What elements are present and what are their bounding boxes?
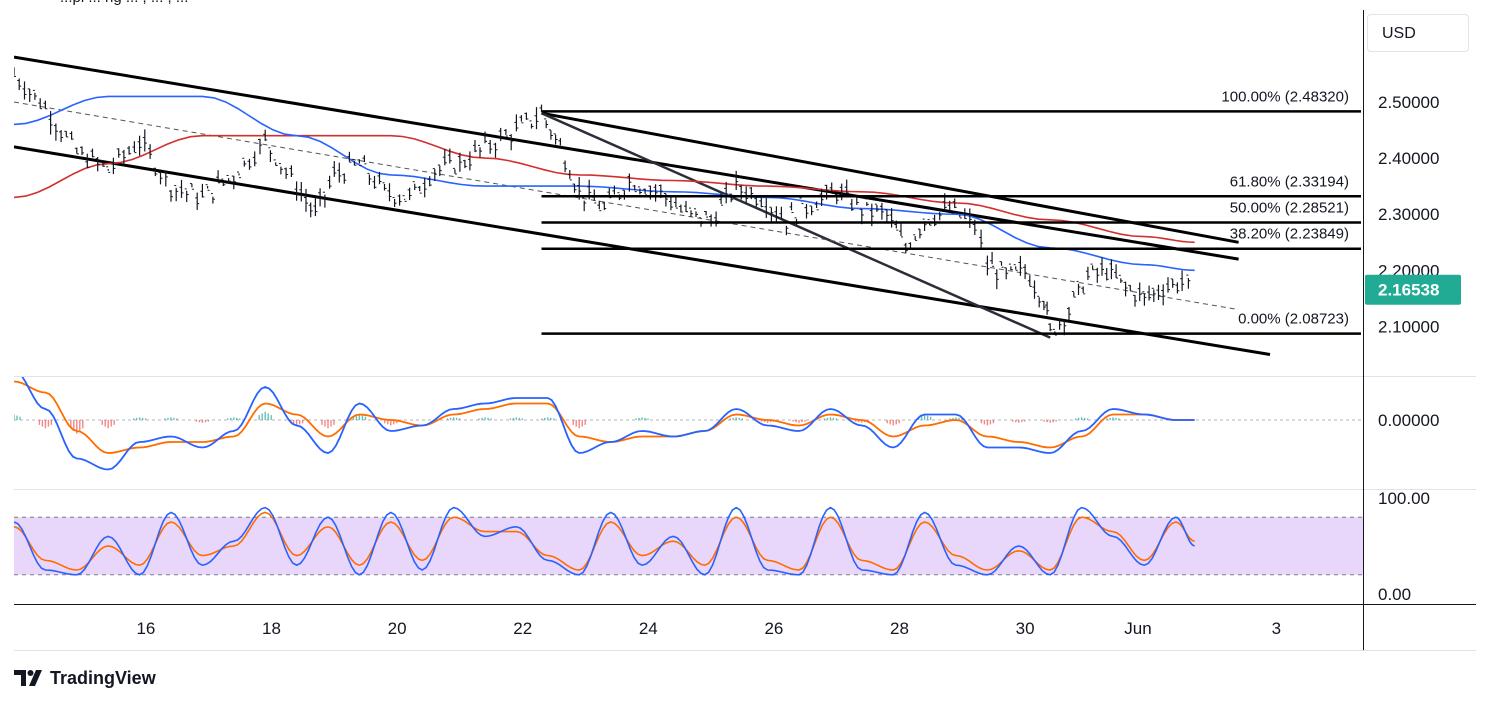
time-axis-tick: 18 [262, 619, 281, 638]
stochastic-axis-tick: 0.00 [1378, 585, 1411, 604]
macd-axis-tick: 0.00000 [1378, 411, 1439, 430]
macd-line [21, 377, 1195, 471]
time-axis-tick: Jun [1124, 619, 1151, 638]
brand-name: TradingView [50, 667, 156, 688]
price-pane[interactable] [12, 55, 1271, 356]
price-axis-tick: 2.40000 [1378, 149, 1439, 168]
time-axis-tick: 30 [1016, 619, 1035, 638]
chart-title-fragment: ...pi ... ng ... , ... , ... [60, 0, 188, 6]
time-axis-tick: 22 [513, 619, 532, 638]
price-axis-tick: 2.50000 [1378, 93, 1439, 112]
current-price-label: 2.16538 [1365, 274, 1461, 305]
ma-fast-line [14, 95, 1195, 272]
fib-level-label: 61.80% (2.33194) [1230, 173, 1349, 190]
brand-footer[interactable]: TradingView [14, 666, 156, 690]
axes-labels: 2.500002.400002.300002.200002.100000.000… [60, 0, 1439, 638]
stochastic-axis-tick: 100.00 [1378, 489, 1430, 508]
price-axis-tick: 2.10000 [1378, 317, 1439, 336]
time-axis-tick: 20 [388, 619, 407, 638]
time-axis-tick: 24 [639, 619, 658, 638]
currency-button[interactable]: USD [1367, 14, 1469, 52]
channel-upper-line [14, 55, 1239, 261]
inner-trend-line [540, 112, 1051, 339]
stochastic-overbought-oversold-band [14, 517, 1363, 575]
tradingview-logo-icon [14, 670, 42, 686]
stochastic-pane[interactable] [14, 506, 1195, 576]
stochastic-k-line [14, 506, 1195, 576]
time-axis-tick: 3 [1272, 619, 1281, 638]
ma-slow-line [14, 134, 1195, 244]
fib-level-label: 38.20% (2.23849) [1230, 226, 1349, 243]
svg-text:2.16538: 2.16538 [1378, 281, 1439, 300]
channel-lower-line [14, 145, 1271, 356]
stochastic-d-line [14, 511, 1195, 571]
time-axis-tick: 28 [890, 619, 909, 638]
macd-pane[interactable] [8, 371, 1201, 471]
inner-channel-upper-line [541, 111, 1239, 244]
fibonacci-retracement[interactable]: 100.00% (2.48320) 61.80% (2.33194) 50.00% … [541, 88, 1362, 335]
time-axis-tick: 16 [136, 619, 155, 638]
price-axis-tick: 2.30000 [1378, 205, 1439, 224]
channel-midline [14, 101, 1239, 311]
time-axis-tick: 26 [764, 619, 783, 638]
fib-level-label: 50.00% (2.28521) [1230, 200, 1349, 217]
fib-level-label: 0.00% (2.08723) [1238, 311, 1349, 328]
fib-level-label: 100.00% (2.48320) [1221, 88, 1349, 105]
